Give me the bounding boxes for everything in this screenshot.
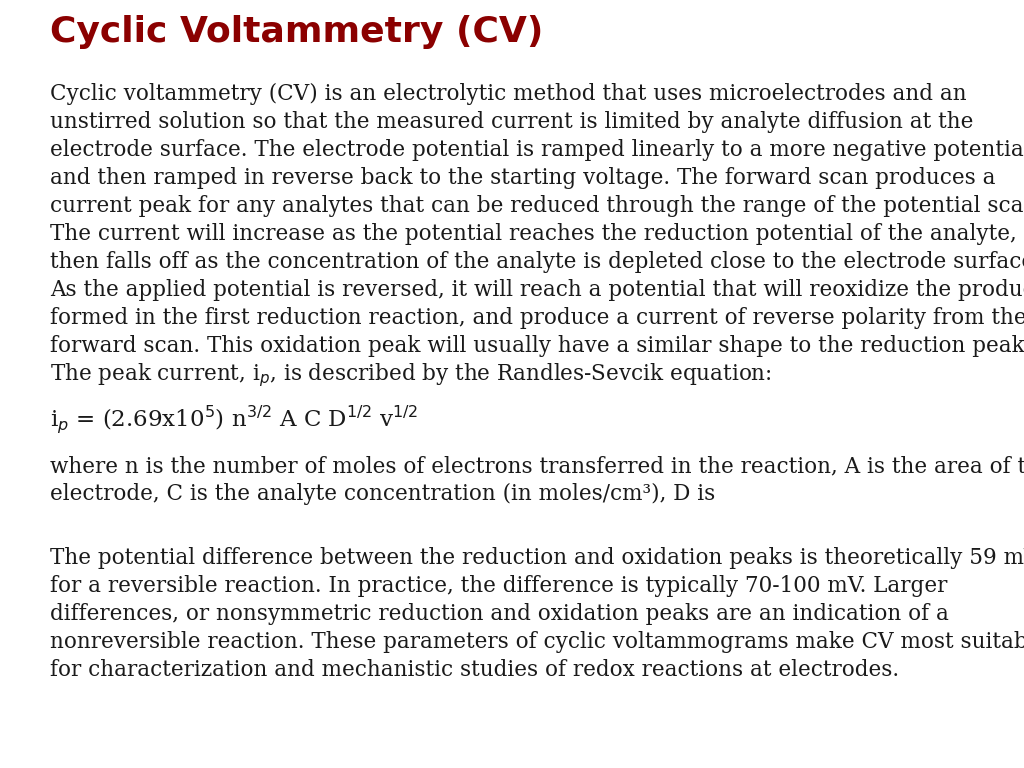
Text: nonreversible reaction. These parameters of cyclic voltammograms make CV most su: nonreversible reaction. These parameters… — [50, 631, 1024, 653]
Text: unstirred solution so that the measured current is limited by analyte diffusion : unstirred solution so that the measured … — [50, 111, 974, 133]
Text: and then ramped in reverse back to the starting voltage. The forward scan produc: and then ramped in reverse back to the s… — [50, 167, 995, 189]
Text: Cyclic voltammetry (CV) is an electrolytic method that uses microelectrodes and : Cyclic voltammetry (CV) is an electrolyt… — [50, 83, 967, 105]
Text: As the applied potential is reversed, it will reach a potential that will reoxid: As the applied potential is reversed, it… — [50, 279, 1024, 301]
Text: The current will increase as the potential reaches the reduction potential of th: The current will increase as the potenti… — [50, 223, 1024, 245]
Text: forward scan. This oxidation peak will usually have a similar shape to the reduc: forward scan. This oxidation peak will u… — [50, 335, 1024, 357]
Text: The peak current, i$_p$, is described by the Randles-Sevcik equation:: The peak current, i$_p$, is described by… — [50, 361, 772, 389]
Text: Cyclic Voltammetry (CV): Cyclic Voltammetry (CV) — [50, 15, 544, 49]
Text: formed in the first reduction reaction, and produce a current of reverse polarit: formed in the first reduction reaction, … — [50, 307, 1024, 329]
Text: for a reversible reaction. In practice, the difference is typically 70-100 mV. L: for a reversible reaction. In practice, … — [50, 575, 947, 597]
Text: where n is the number of moles of electrons transferred in the reaction, A is th: where n is the number of moles of electr… — [50, 455, 1024, 477]
Text: differences, or nonsymmetric reduction and oxidation peaks are an indication of : differences, or nonsymmetric reduction a… — [50, 603, 949, 625]
Text: electrode, C is the analyte concentration (in moles/cm³), D is: electrode, C is the analyte concentratio… — [50, 483, 715, 505]
Text: for characterization and mechanistic studies of redox reactions at electrodes.: for characterization and mechanistic stu… — [50, 659, 899, 681]
Text: then falls off as the concentration of the analyte is depleted close to the elec: then falls off as the concentration of t… — [50, 251, 1024, 273]
Text: electrode surface. The electrode potential is ramped linearly to a more negative: electrode surface. The electrode potenti… — [50, 139, 1024, 161]
Text: i$_p$ = (2.69x10$^5$) n$^{3/2}$ A C D$^{1/2}$ v$^{1/2}$: i$_p$ = (2.69x10$^5$) n$^{3/2}$ A C D$^{… — [50, 403, 418, 435]
Text: current peak for any analytes that can be reduced through the range of the poten: current peak for any analytes that can b… — [50, 195, 1024, 217]
Text: The potential difference between the reduction and oxidation peaks is theoretica: The potential difference between the red… — [50, 547, 1024, 569]
